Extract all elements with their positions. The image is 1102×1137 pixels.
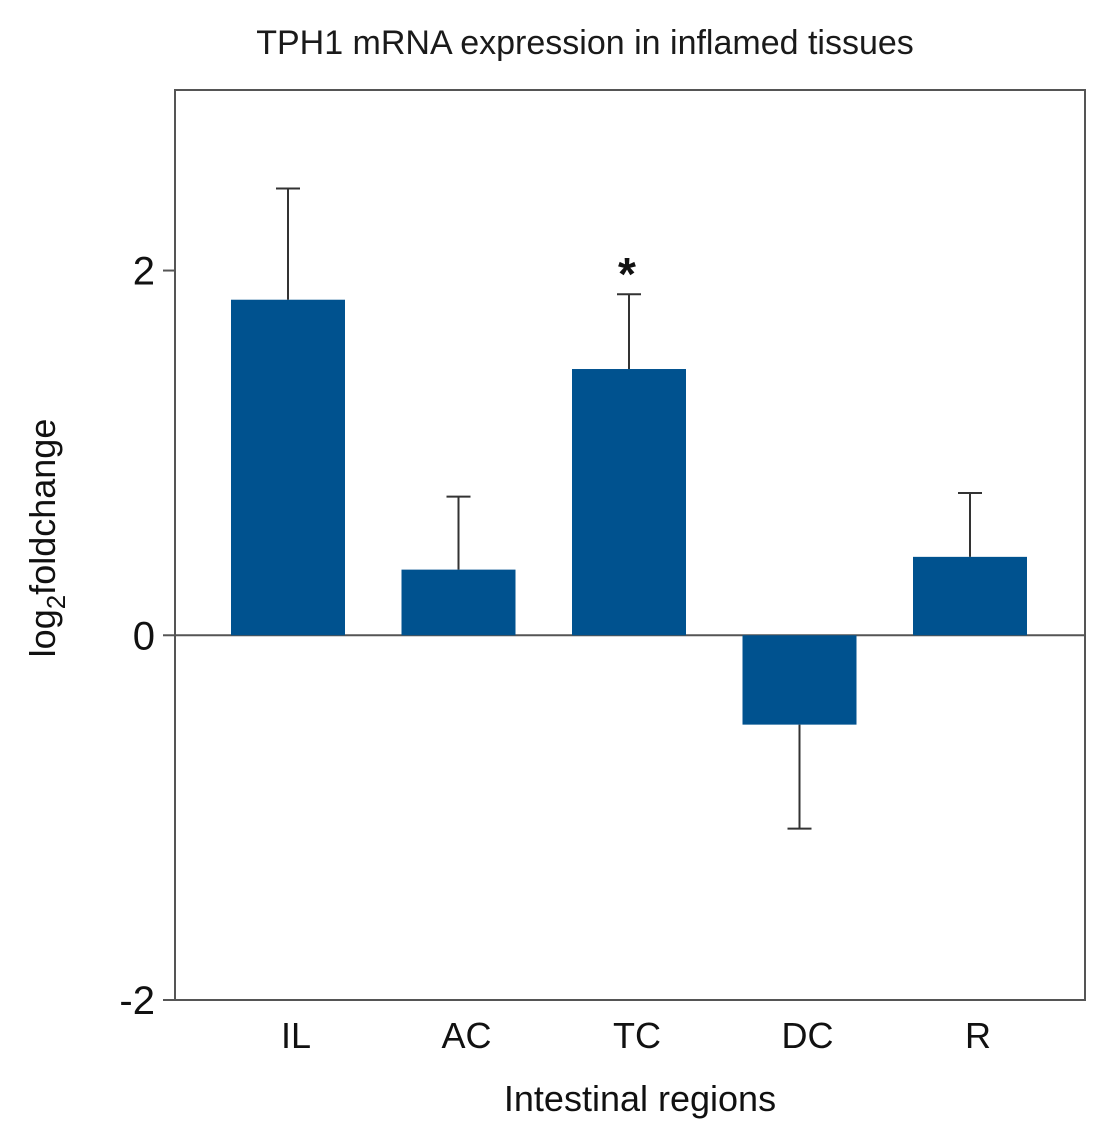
y-tick-label: 2 (133, 250, 155, 294)
bar-ac (401, 569, 516, 636)
x-tick-label-ac: AC (441, 1015, 491, 1056)
x-tick-label-tc: TC (613, 1015, 661, 1056)
bar-dc (742, 635, 857, 725)
y-axis-title-suffix: foldchange (22, 419, 63, 595)
chart-title: TPH1 mRNA expression in inflamed tissues (256, 24, 914, 62)
x-axis-title: Intestinal regions (504, 1078, 776, 1119)
error-bars-group (276, 187, 982, 830)
y-tick-label: -2 (119, 979, 155, 1023)
bar-tc (572, 369, 686, 636)
y-axis-title-subscript: 2 (41, 595, 71, 609)
y-tick-label: 0 (133, 614, 155, 658)
plot-frame (174, 89, 1086, 1001)
x-axis: IL AC TC DC R (281, 1015, 991, 1056)
bar-il (231, 299, 345, 636)
x-tick-label-r: R (965, 1015, 991, 1056)
bar-r (913, 556, 1027, 636)
y-axis-title: log2foldchange (22, 419, 71, 658)
y-axis: -2 0 2 (119, 250, 175, 1023)
y-axis-title-prefix: log (22, 609, 63, 657)
x-tick-label-il: IL (281, 1015, 311, 1056)
x-tick-label-dc: DC (782, 1015, 834, 1056)
significance-mark-tc: * (618, 248, 636, 300)
significance-marks-group: * (618, 248, 636, 300)
bars-group (231, 299, 1027, 725)
